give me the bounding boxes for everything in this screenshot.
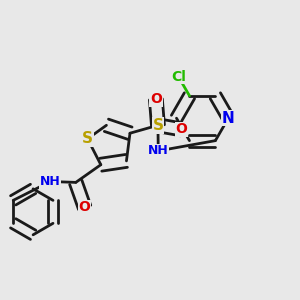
Text: S: S <box>82 131 93 146</box>
Text: NH: NH <box>40 175 61 188</box>
Text: Cl: Cl <box>171 70 186 84</box>
Text: O: O <box>150 92 162 106</box>
Text: S: S <box>152 118 164 133</box>
Text: O: O <box>79 200 91 214</box>
Text: O: O <box>176 122 188 136</box>
Text: N: N <box>222 111 235 126</box>
Text: NH: NH <box>148 144 169 158</box>
